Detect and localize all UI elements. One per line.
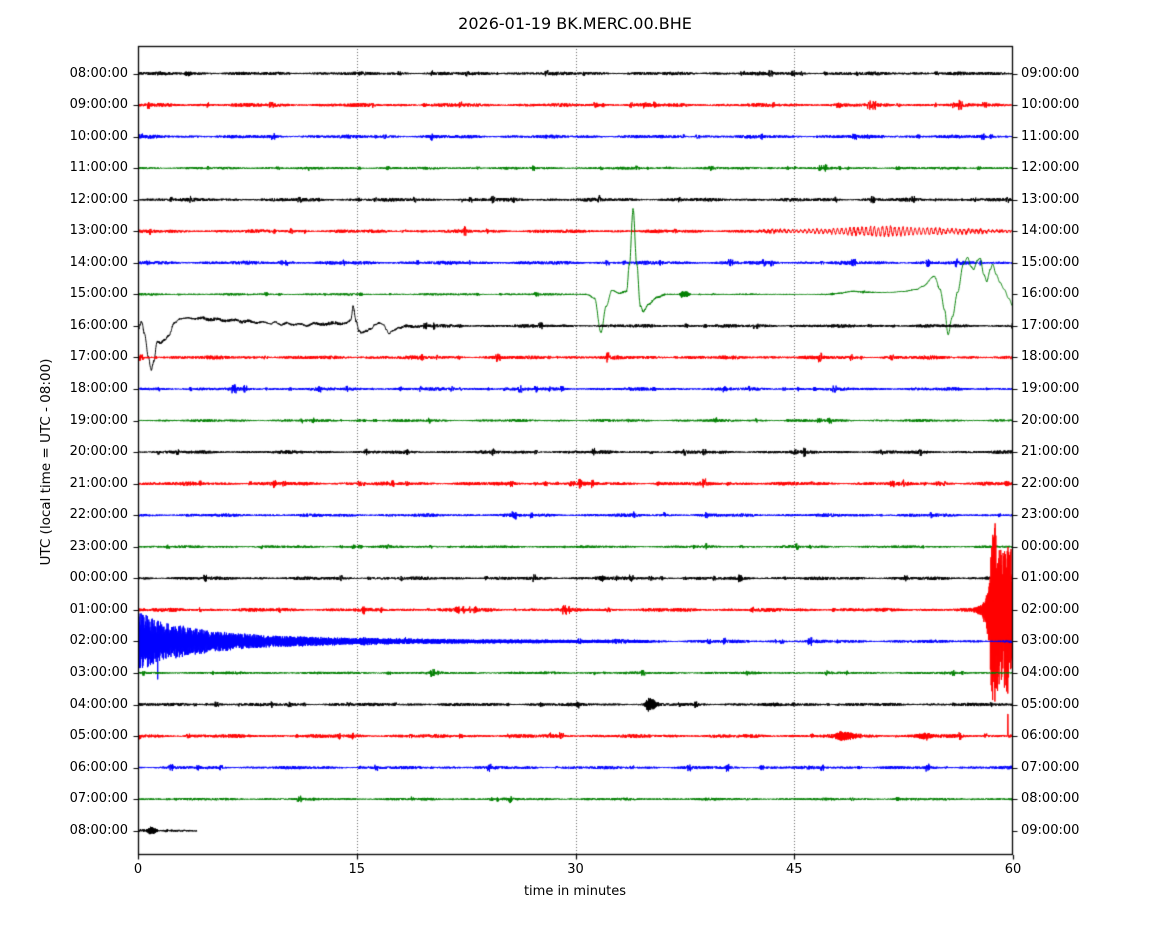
left-time-label: 14:00:00	[69, 254, 128, 270]
left-time-label: 08:00:00	[69, 822, 128, 838]
right-time-label: 01:00:00	[1021, 570, 1080, 586]
right-time-label: 14:00:00	[1021, 223, 1080, 239]
right-time-label: 00:00:00	[1021, 538, 1080, 554]
left-time-label: 00:00:00	[69, 570, 128, 586]
x-tick-label: 15	[348, 862, 366, 877]
right-time-label: 22:00:00	[1021, 475, 1080, 491]
left-time-label: 05:00:00	[69, 728, 128, 744]
x-tick-label: 45	[785, 862, 803, 877]
left-time-label: 13:00:00	[69, 223, 128, 239]
left-time-label: 21:00:00	[69, 475, 128, 491]
left-time-label: 11:00:00	[69, 160, 128, 176]
right-time-label: 09:00:00	[1021, 65, 1080, 81]
left-time-label: 09:00:00	[69, 97, 128, 113]
x-axis-label: time in minutes	[523, 884, 627, 899]
right-time-label: 11:00:00	[1021, 128, 1080, 144]
right-time-label: 09:00:00	[1021, 822, 1080, 838]
right-time-label: 06:00:00	[1021, 728, 1080, 744]
right-time-label: 19:00:00	[1021, 381, 1080, 396]
right-time-label: 10:00:00	[1021, 97, 1080, 113]
right-time-label: 08:00:00	[1021, 791, 1080, 807]
right-time-label: 13:00:00	[1021, 191, 1080, 207]
left-time-label: 03:00:00	[69, 664, 128, 680]
right-time-label: 02:00:00	[1021, 601, 1080, 617]
right-time-label: 23:00:00	[1021, 507, 1080, 523]
right-time-label: 03:00:00	[1021, 633, 1080, 649]
left-time-label: 19:00:00	[69, 412, 128, 428]
left-time-label: 17:00:00	[69, 349, 128, 365]
right-time-label: 05:00:00	[1021, 696, 1080, 712]
left-time-label: 15:00:00	[69, 286, 128, 302]
x-tick-label: 60	[1004, 862, 1022, 877]
left-time-label: 16:00:00	[69, 317, 128, 333]
x-tick-label: 0	[133, 862, 143, 877]
left-time-label: 06:00:00	[69, 759, 128, 775]
right-time-label: 07:00:00	[1021, 759, 1080, 775]
right-time-label: 15:00:00	[1021, 254, 1080, 270]
right-time-label: 04:00:00	[1021, 664, 1080, 680]
left-time-label: 18:00:00	[69, 381, 128, 396]
left-time-label: 23:00:00	[69, 538, 128, 554]
chart-title: 2026-01-19 BK.MERC.00.BHE	[458, 14, 692, 33]
right-time-label: 16:00:00	[1021, 286, 1080, 302]
left-time-label: 10:00:00	[69, 128, 128, 144]
left-time-label: 22:00:00	[69, 507, 128, 523]
left-time-label: 01:00:00	[69, 601, 128, 617]
left-time-label: 20:00:00	[69, 444, 128, 460]
right-time-label: 18:00:00	[1021, 349, 1080, 365]
right-time-label: 17:00:00	[1021, 317, 1080, 333]
right-time-label: 21:00:00	[1021, 444, 1080, 460]
right-time-label: 12:00:00	[1021, 160, 1080, 176]
x-tick-label: 30	[567, 862, 584, 877]
left-time-label: 02:00:00	[69, 633, 128, 649]
right-time-label: 20:00:00	[1021, 412, 1080, 428]
left-time-label: 07:00:00	[69, 791, 128, 807]
left-time-label: 12:00:00	[69, 191, 128, 207]
left-time-label: 08:00:00	[69, 65, 128, 81]
left-time-label: 04:00:00	[69, 696, 128, 712]
